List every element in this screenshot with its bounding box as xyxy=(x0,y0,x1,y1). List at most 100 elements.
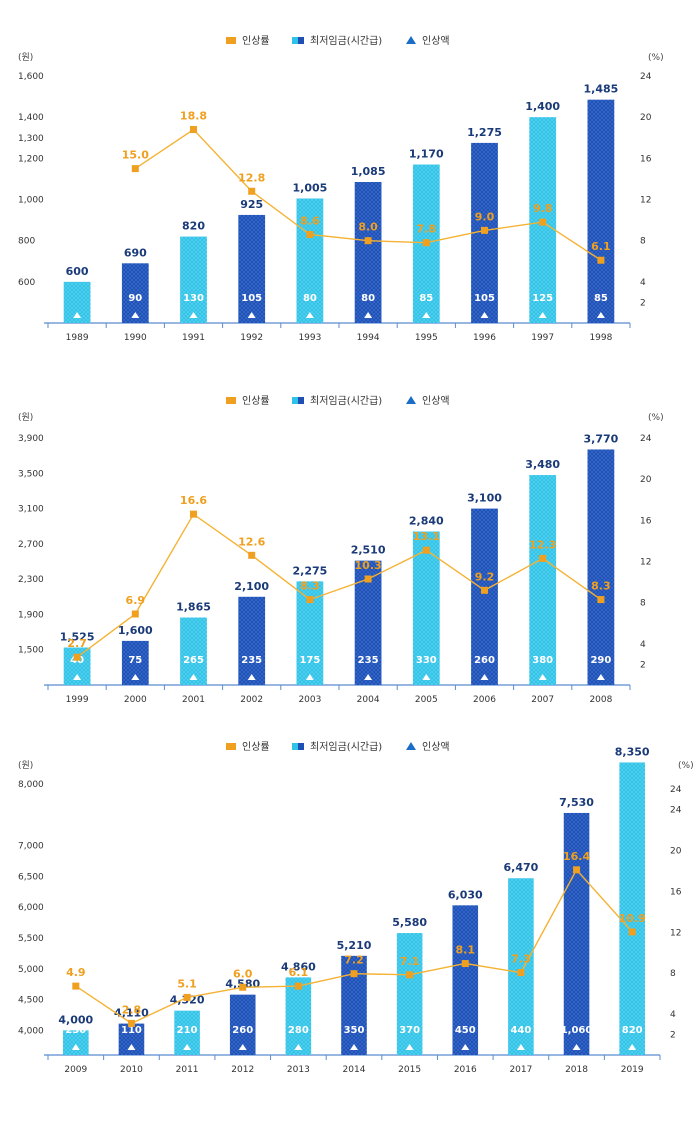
rate-marker xyxy=(306,230,314,238)
increase-amount-label: 260 xyxy=(474,655,495,666)
left-tick-label: 3,500 xyxy=(18,469,44,479)
rate-marker xyxy=(73,653,81,661)
left-tick-label: 600 xyxy=(18,278,35,288)
right-tick-label: 20 xyxy=(670,846,682,856)
increase-amount-marker xyxy=(405,1044,414,1050)
rate-marker xyxy=(239,983,247,991)
increase-amount-label: 125 xyxy=(532,293,553,304)
wage-value-label: 3,770 xyxy=(584,432,619,445)
rate-label: 5.1 xyxy=(177,977,197,990)
rate-label: 16.4 xyxy=(563,850,590,863)
right-axis-unit: (%) xyxy=(678,761,694,771)
increase-amount-marker xyxy=(183,1044,192,1050)
left-tick-label: 5,500 xyxy=(18,934,44,944)
wage-value-label: 3,100 xyxy=(467,492,502,505)
left-tick-label: 1,200 xyxy=(18,154,44,164)
increase-amount-label: 90 xyxy=(128,293,142,304)
increase-amount-marker xyxy=(247,312,256,318)
wage-value-label: 6,030 xyxy=(448,888,483,901)
increase-amount-marker xyxy=(350,1044,358,1050)
wage-value-label: 600 xyxy=(66,265,89,278)
rate-marker xyxy=(190,510,197,518)
rate-label: 6.0 xyxy=(233,967,253,980)
rate-marker xyxy=(248,551,256,559)
rate-marker xyxy=(517,969,525,977)
rate-marker xyxy=(422,546,430,554)
rate-marker xyxy=(248,187,256,195)
increase-amount-label: 260 xyxy=(232,1025,253,1036)
wage-value-label: 5,580 xyxy=(392,916,427,929)
right-tick-label: 20 xyxy=(640,475,652,485)
rate-label: 13.1 xyxy=(413,530,440,543)
increase-amount-marker xyxy=(247,674,256,680)
legend-wage-label: 최저임금(시간급) xyxy=(310,34,382,47)
rate-line xyxy=(76,513,602,658)
legend-rate-label: 인상률 xyxy=(242,35,270,47)
left-axis-unit: (원) xyxy=(18,52,33,63)
increase-amount-label: 280 xyxy=(288,1025,309,1036)
legend-rate-label: 인상률 xyxy=(242,395,270,407)
wage-value-label: 6,470 xyxy=(504,861,539,874)
wage-value-label: 5,210 xyxy=(337,939,372,952)
x-tick-label: 2003 xyxy=(298,695,321,705)
increase-amount-marker xyxy=(189,674,198,680)
rate-label: 10.3 xyxy=(355,559,382,572)
wage-bar xyxy=(285,977,312,1055)
x-tick-label: 2016 xyxy=(454,1065,477,1075)
rate-label: 12.6 xyxy=(238,535,265,548)
wage-bar xyxy=(396,933,423,1055)
left-tick-label: 5,000 xyxy=(18,965,44,975)
legend-wage-swatch-dark xyxy=(298,743,304,750)
wage-value-label: 1,600 xyxy=(118,624,153,637)
rate-marker xyxy=(597,256,605,264)
increase-amount-marker xyxy=(596,674,605,680)
x-tick-label: 1991 xyxy=(182,333,205,343)
rate-label: 6.1 xyxy=(289,966,309,979)
x-tick-label: 2010 xyxy=(120,1065,143,1075)
rate-label: 4.9 xyxy=(66,966,86,979)
wage-value-label: 1,170 xyxy=(409,148,444,161)
increase-amount-marker xyxy=(596,312,605,318)
rate-marker xyxy=(461,960,469,968)
right-axis-unit: (%) xyxy=(648,53,664,63)
wage-bar xyxy=(587,449,615,685)
wage-value-label: 1,085 xyxy=(351,165,386,178)
increase-amount-label: 350 xyxy=(344,1025,365,1036)
increase-amount-marker xyxy=(422,674,431,680)
increase-amount-label: 75 xyxy=(128,655,142,666)
increase-amount-marker xyxy=(461,1044,470,1050)
wage-bar xyxy=(529,475,557,685)
minimum-wage-chart-1989-1998: 인상률 최저임금(시간급) 인상액 (원) (%) 1,600 1,400 1,300 1,20… xyxy=(18,34,664,343)
increase-amount-label: 330 xyxy=(416,655,437,666)
wage-bar xyxy=(238,214,266,323)
increase-amount-label: 80 xyxy=(303,293,317,304)
x-tick-label: 2007 xyxy=(531,695,554,705)
right-tick-label: 4 xyxy=(640,278,646,288)
right-tick-label: 8 xyxy=(640,599,646,609)
rate-marker xyxy=(481,226,488,234)
wage-value-label: 7,530 xyxy=(559,796,594,809)
wage-value-label: 2,510 xyxy=(351,544,386,557)
rate-marker xyxy=(72,982,80,990)
rate-label: 9.2 xyxy=(475,570,495,583)
increase-amount-label: 85 xyxy=(594,293,608,304)
rate-label: 16.6 xyxy=(180,494,207,507)
right-tick-label: 4 xyxy=(670,1010,676,1020)
increase-amount-marker xyxy=(364,674,373,680)
x-tick-label: 2017 xyxy=(509,1065,532,1075)
left-tick-label: 7,000 xyxy=(18,842,44,852)
legend-amount-icon xyxy=(406,742,416,750)
rate-label: 8.0 xyxy=(358,221,378,234)
wage-value-label: 2,100 xyxy=(234,580,269,593)
increase-amount-label: 210 xyxy=(177,1025,198,1036)
wage-value-label: 1,275 xyxy=(467,126,502,139)
x-tick-label: 2011 xyxy=(176,1065,199,1075)
wage-value-label: 1,865 xyxy=(176,601,211,614)
increase-amount-marker xyxy=(238,1044,247,1050)
wage-bar xyxy=(452,905,479,1055)
right-tick-label: 8 xyxy=(640,237,646,247)
increase-amount-marker xyxy=(364,312,373,318)
left-tick-label: 8,000 xyxy=(18,780,44,790)
increase-amount-label: 130 xyxy=(183,293,204,304)
increase-amount-label: 265 xyxy=(183,655,204,666)
